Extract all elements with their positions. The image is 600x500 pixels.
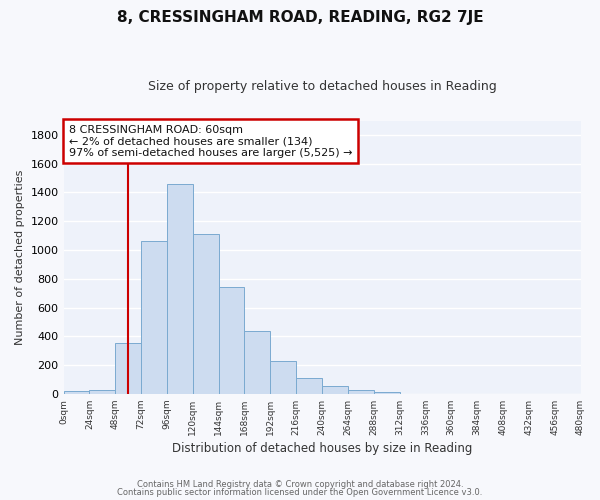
Bar xyxy=(244,330,271,394)
Bar xyxy=(167,184,193,394)
Y-axis label: Number of detached properties: Number of detached properties xyxy=(15,170,25,345)
Bar xyxy=(374,392,400,394)
Bar xyxy=(322,386,348,394)
Bar xyxy=(271,360,296,394)
Bar xyxy=(64,391,89,394)
X-axis label: Distribution of detached houses by size in Reading: Distribution of detached houses by size … xyxy=(172,442,472,455)
Bar xyxy=(193,234,218,394)
Bar xyxy=(348,390,374,394)
Bar xyxy=(89,390,115,394)
Bar xyxy=(296,378,322,394)
Bar xyxy=(115,343,141,394)
Bar xyxy=(218,288,244,394)
Text: 8 CRESSINGHAM ROAD: 60sqm
← 2% of detached houses are smaller (134)
97% of semi-: 8 CRESSINGHAM ROAD: 60sqm ← 2% of detach… xyxy=(69,124,352,158)
Text: Contains public sector information licensed under the Open Government Licence v3: Contains public sector information licen… xyxy=(118,488,482,497)
Bar xyxy=(141,240,167,394)
Text: Contains HM Land Registry data © Crown copyright and database right 2024.: Contains HM Land Registry data © Crown c… xyxy=(137,480,463,489)
Title: Size of property relative to detached houses in Reading: Size of property relative to detached ho… xyxy=(148,80,496,93)
Text: 8, CRESSINGHAM ROAD, READING, RG2 7JE: 8, CRESSINGHAM ROAD, READING, RG2 7JE xyxy=(116,10,484,25)
